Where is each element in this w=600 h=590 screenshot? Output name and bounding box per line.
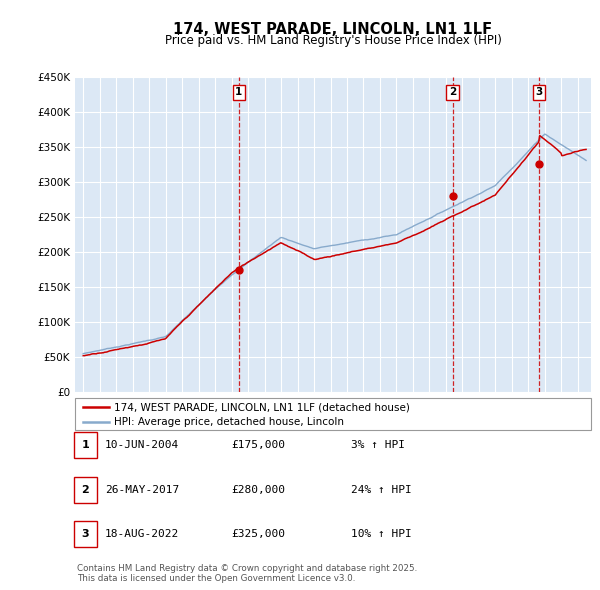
Text: 2: 2	[449, 87, 456, 97]
FancyBboxPatch shape	[75, 398, 591, 430]
Text: 3% ↑ HPI: 3% ↑ HPI	[351, 441, 405, 450]
Text: 18-AUG-2022: 18-AUG-2022	[105, 529, 179, 539]
Text: £280,000: £280,000	[231, 485, 285, 494]
Text: 3: 3	[82, 529, 89, 539]
Text: HPI: Average price, detached house, Lincoln: HPI: Average price, detached house, Linc…	[114, 417, 344, 427]
Text: Contains HM Land Registry data © Crown copyright and database right 2025.
This d: Contains HM Land Registry data © Crown c…	[77, 563, 417, 583]
Text: 1: 1	[235, 87, 242, 97]
Text: 24% ↑ HPI: 24% ↑ HPI	[351, 485, 412, 494]
Text: 174, WEST PARADE, LINCOLN, LN1 1LF (detached house): 174, WEST PARADE, LINCOLN, LN1 1LF (deta…	[114, 402, 410, 412]
Text: £175,000: £175,000	[231, 441, 285, 450]
Text: 2: 2	[82, 485, 89, 494]
Text: 10% ↑ HPI: 10% ↑ HPI	[351, 529, 412, 539]
Text: 10-JUN-2004: 10-JUN-2004	[105, 441, 179, 450]
Text: £325,000: £325,000	[231, 529, 285, 539]
Text: 1: 1	[82, 441, 89, 450]
Text: 3: 3	[535, 87, 542, 97]
Text: 174, WEST PARADE, LINCOLN, LN1 1LF: 174, WEST PARADE, LINCOLN, LN1 1LF	[173, 22, 493, 37]
Text: 26-MAY-2017: 26-MAY-2017	[105, 485, 179, 494]
Text: Price paid vs. HM Land Registry's House Price Index (HPI): Price paid vs. HM Land Registry's House …	[164, 34, 502, 47]
